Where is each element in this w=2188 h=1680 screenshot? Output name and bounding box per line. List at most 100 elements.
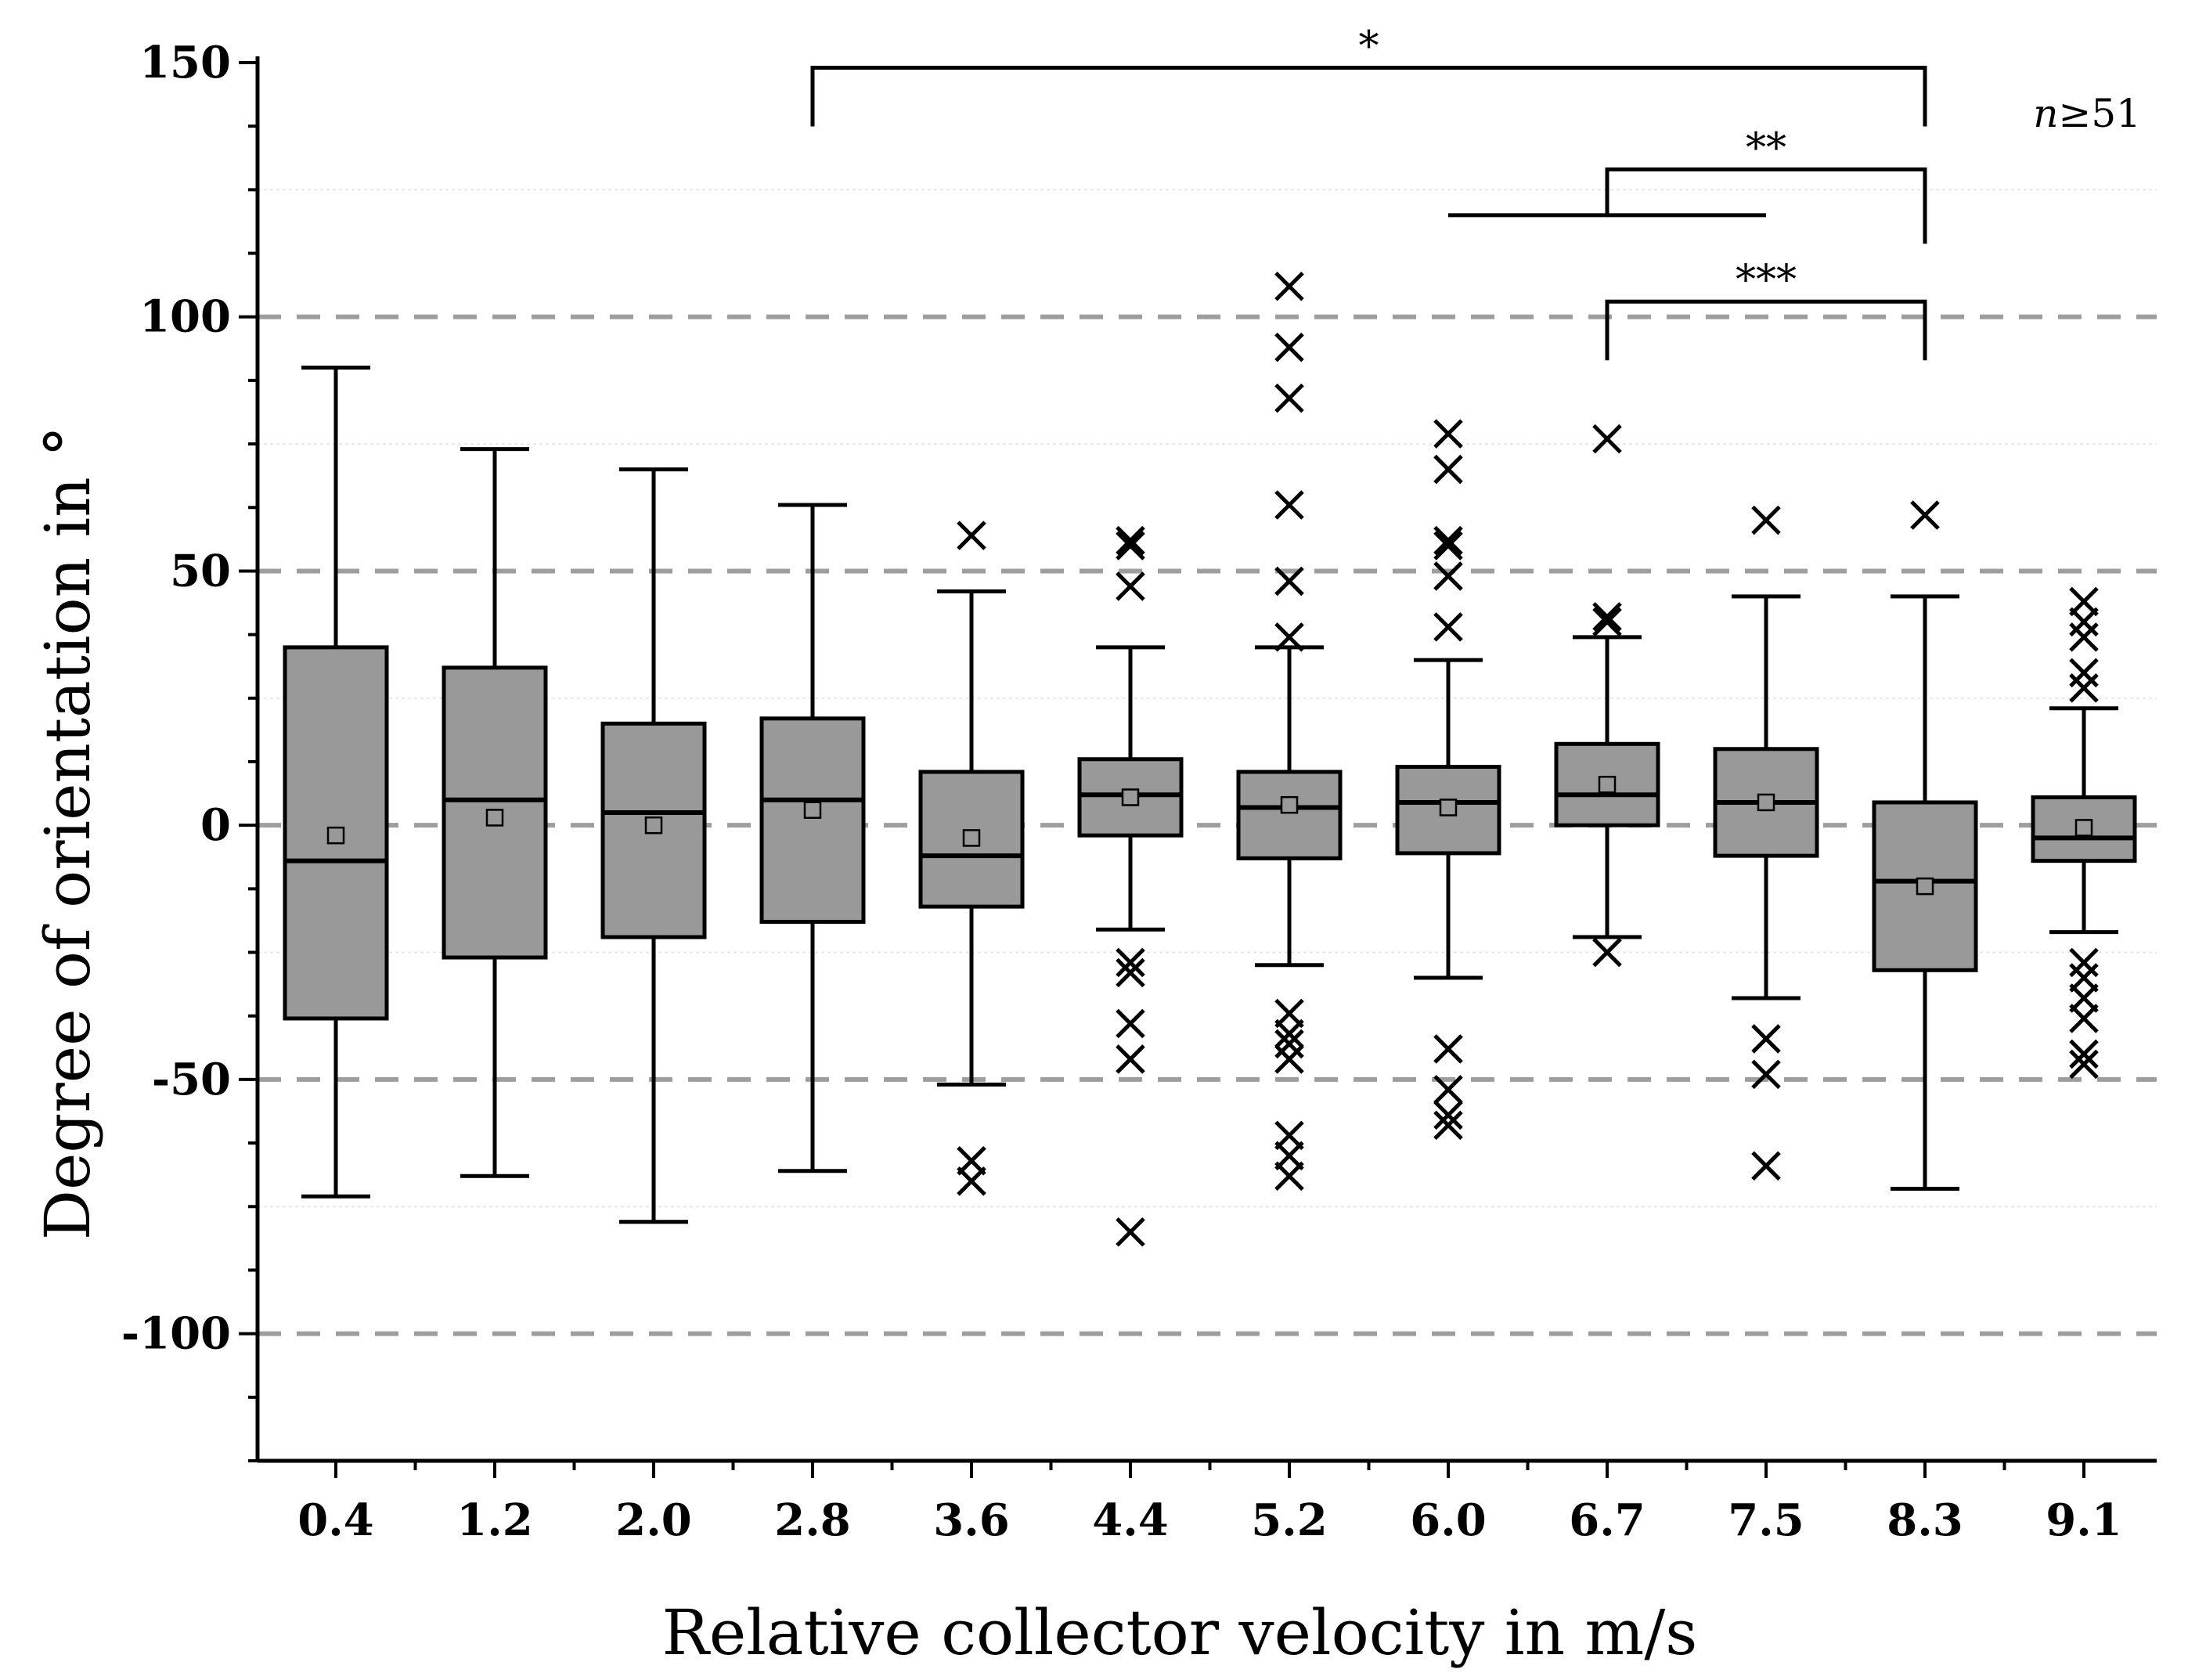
- significance-label: **: [1746, 124, 1786, 171]
- outlier-point: [1592, 937, 1622, 968]
- outlier-stroke: [1274, 622, 1304, 652]
- x-tick-label: 8.3: [1887, 1494, 1963, 1546]
- box-7.5: [1713, 594, 1819, 1000]
- outlier-point: [1433, 1075, 1463, 1105]
- y-tick-label: -50: [152, 1054, 231, 1105]
- x-tick-label: 6.7: [1569, 1494, 1645, 1546]
- significance-label: ***: [1736, 257, 1797, 304]
- x-tick-label: 7.5: [1728, 1494, 1804, 1546]
- mean-marker: [1439, 799, 1458, 817]
- outlier-stroke: [1116, 531, 1145, 561]
- bracket-line: [1605, 167, 1927, 244]
- outlier-stroke: [1433, 1034, 1463, 1064]
- outlier-stroke: [1592, 602, 1622, 632]
- outlier-point: [1274, 271, 1304, 301]
- box-0.4: [283, 366, 389, 1199]
- box-2.0: [600, 467, 707, 1224]
- x-tick-label: 9.1: [2046, 1494, 2121, 1546]
- outlier-point: [2069, 607, 2099, 637]
- significance-bracket: ***: [1605, 257, 1927, 361]
- box-8.3: [1872, 594, 1978, 1192]
- outlier-point: [1433, 531, 1463, 561]
- outlier-point: [1751, 1151, 1781, 1181]
- axes: -100 -50 0 50 100 150 0.4 1.2 2.0 2.8 3.6 4.4 5.2 6.0…: [121, 37, 2157, 1546]
- outlier-stroke: [1433, 419, 1463, 449]
- outlier-stroke: [1274, 566, 1304, 597]
- outlier-point: [2069, 622, 2099, 652]
- mean-marker: [803, 801, 822, 819]
- outlier-stroke: [957, 1166, 986, 1196]
- outlier-point: [1433, 1100, 1463, 1130]
- outlier-point: [1116, 1008, 1145, 1039]
- outlier-point: [1274, 490, 1304, 520]
- outlier-point: [1274, 622, 1304, 652]
- bracket-line: [810, 65, 1927, 127]
- sample-size-value: ≥51: [2058, 91, 2141, 136]
- significance-bracket: *: [810, 23, 1927, 127]
- y-tick-label: -100: [121, 1308, 231, 1360]
- outlier-stroke: [1751, 1059, 1781, 1090]
- outlier-point: [1751, 1059, 1781, 1090]
- outlier-stroke: [1274, 1044, 1304, 1074]
- outlier-stroke: [1433, 525, 1463, 556]
- y-axis-title: Degree of orientation in °: [31, 426, 104, 1240]
- outlier-point: [2069, 673, 2099, 703]
- box-6.0: [1395, 658, 1501, 980]
- outlier-stroke: [1116, 571, 1145, 601]
- outlier-point: [1274, 1018, 1304, 1049]
- outlier-point: [1433, 612, 1463, 642]
- outlier-stroke: [1433, 531, 1463, 561]
- outlier-point: [1116, 957, 1145, 988]
- outlier-point: [2069, 658, 2099, 688]
- outlier-stroke: [1592, 607, 1622, 637]
- mean-marker: [1121, 788, 1140, 806]
- outlier-stroke: [1116, 947, 1145, 978]
- outlier-stroke: [1751, 505, 1781, 535]
- y-tick-label: 0: [200, 799, 231, 851]
- x-tick-label: 6.0: [1410, 1494, 1486, 1546]
- outlier-stroke: [2069, 1039, 2099, 1069]
- outlier-stroke: [2069, 1004, 2099, 1033]
- mean-marker: [962, 829, 981, 847]
- outlier-stroke: [1116, 957, 1145, 988]
- outlier-stroke: [1433, 1075, 1463, 1105]
- outlier-point: [1433, 419, 1463, 449]
- outlier-point: [1116, 571, 1145, 601]
- x-tick-label: 5.2: [1251, 1494, 1327, 1546]
- x-tick-label: 0.4: [297, 1494, 373, 1546]
- outlier-point: [2069, 947, 2099, 978]
- outlier-point: [1433, 1034, 1463, 1064]
- significance-label: *: [1359, 23, 1379, 70]
- outlier-stroke: [1274, 383, 1304, 413]
- box-5.2: [1236, 645, 1343, 968]
- outlier-point: [957, 521, 986, 550]
- mean-marker: [1598, 775, 1617, 794]
- outlier-point: [1116, 1217, 1145, 1247]
- x-tick-label: 4.4: [1092, 1494, 1168, 1546]
- outlier-point: [1433, 1110, 1463, 1141]
- box-6.7: [1554, 635, 1660, 939]
- box-iqr: [1236, 770, 1343, 860]
- outlier-point: [1274, 566, 1304, 597]
- outlier-point: [1751, 1024, 1781, 1054]
- mean-marker: [2074, 819, 2093, 837]
- box-9.1: [2031, 706, 2137, 935]
- outlier-point: [2069, 1039, 2099, 1069]
- box-1.2: [442, 447, 548, 1178]
- outlier-stroke: [1433, 612, 1463, 642]
- mean-marker: [326, 826, 345, 845]
- x-tick-label: 2.8: [774, 1494, 850, 1546]
- outlier-stroke: [1433, 1110, 1463, 1141]
- outlier-stroke: [1274, 332, 1304, 362]
- outlier-point: [1910, 500, 1940, 530]
- outlier-stroke: [1116, 525, 1145, 556]
- sample-size-n: n: [2033, 91, 2058, 136]
- outlier-stroke: [957, 521, 986, 550]
- box-iqr: [759, 716, 866, 925]
- x-axis-title: Relative collector velocity in m/s: [662, 1596, 1698, 1669]
- mean-marker: [1757, 793, 1775, 812]
- outlier-point: [1592, 607, 1622, 637]
- outlier-point: [1274, 332, 1304, 362]
- outlier-stroke: [1116, 1044, 1145, 1074]
